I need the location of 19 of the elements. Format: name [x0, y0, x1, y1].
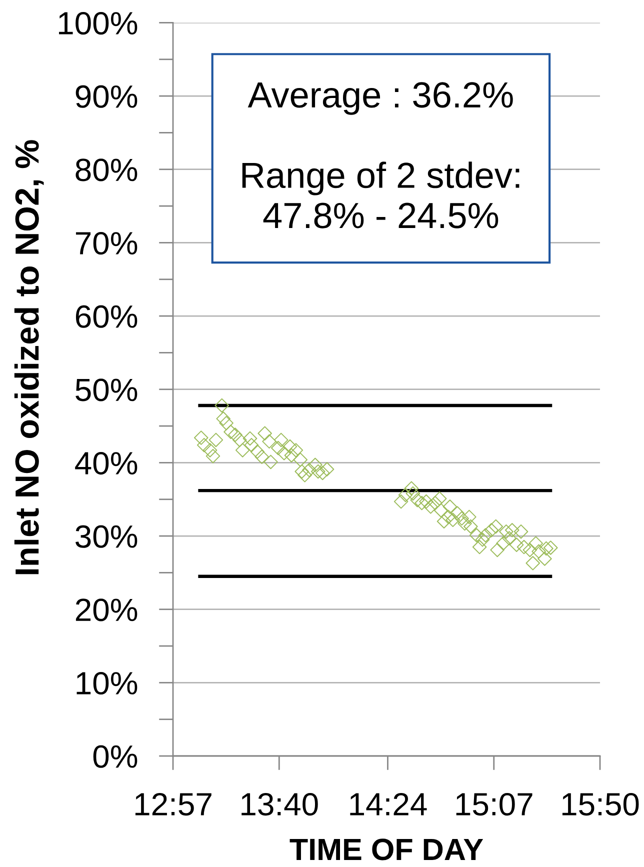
text: Average : 36.2% Range of 2 stdev: 47.8% - 24.5%	[242, 82, 520, 228]
y-axis-title: Inlet NO oxidized to NO2, %	[14, 140, 44, 574]
x-axis-title: TIME OF DAY	[290, 838, 484, 860]
y-tick-label: 30%	[76, 525, 138, 548]
y-tick-label: 70%	[76, 232, 138, 255]
y-tick-label: 60%	[76, 305, 138, 328]
y-tick-label: 100%	[59, 12, 138, 35]
y-tick-label: 90%	[76, 85, 138, 108]
y-tick-label: 40%	[75, 452, 138, 475]
x-tick-label: 14:24	[350, 792, 427, 816]
x-tick-label: 12:57	[135, 792, 212, 816]
x-tick-label: 15:50	[562, 792, 639, 816]
x-tick-label: 15:07	[456, 792, 532, 816]
y-tick-label: 50%	[76, 378, 138, 402]
y-tick-label: 80%	[76, 158, 138, 182]
y-tick-label: 0%	[93, 745, 138, 768]
y-tick-label: 10%	[76, 672, 138, 695]
x-tick-label: 13:40	[242, 792, 318, 816]
y-tick-label: 20%	[76, 598, 138, 622]
